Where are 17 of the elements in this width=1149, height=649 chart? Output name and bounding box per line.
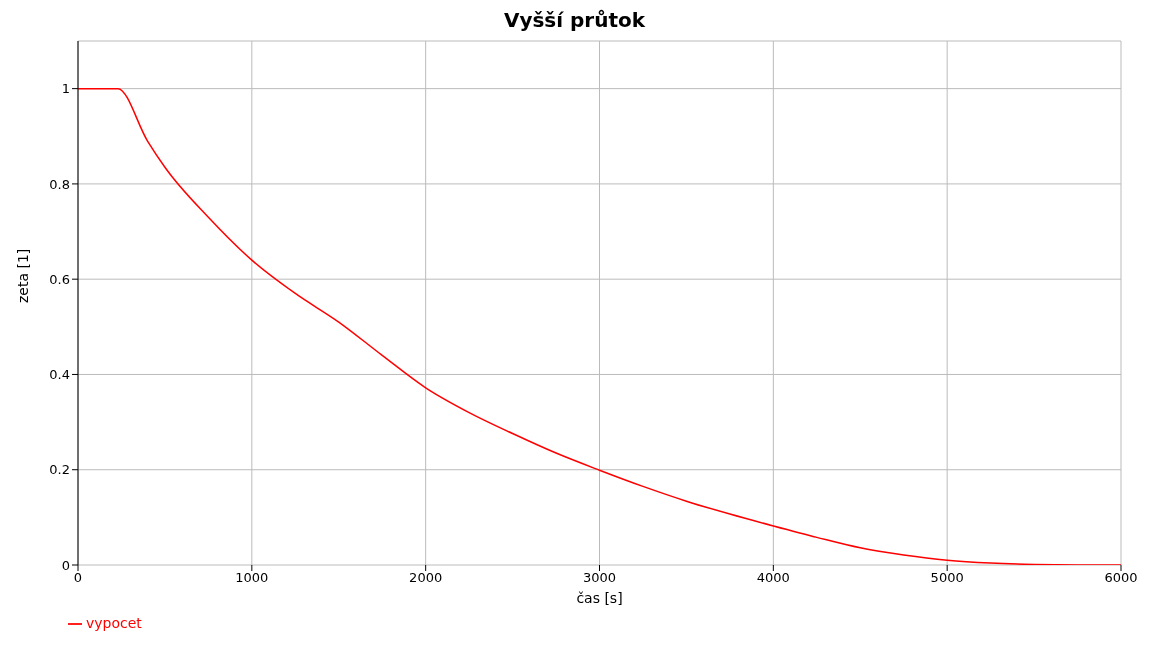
x-tick-label: 5000 <box>930 570 964 586</box>
y-tick-label: 1 <box>61 81 70 97</box>
x-tick-label: 3000 <box>582 570 617 586</box>
x-tick-label: 2000 <box>409 570 443 586</box>
x-tick-label: 6000 <box>1104 570 1138 586</box>
x-tick-label: 1000 <box>235 570 269 586</box>
y-tick-label: 0.2 <box>49 462 70 478</box>
y-tick-label: 0.4 <box>49 367 70 383</box>
y-tick-label: 0.8 <box>49 176 70 192</box>
x-axis-title: čas [s] <box>576 590 623 606</box>
legend-label: vypocet <box>86 615 142 631</box>
y-tick-label: 0 <box>61 557 70 573</box>
y-tick-label: 0.6 <box>49 271 70 287</box>
x-tick-label: 0 <box>73 570 83 586</box>
y-axis-title: zeta [1] <box>14 248 31 303</box>
x-tick-label: 4000 <box>756 570 790 586</box>
chart-title: Vyšší průtok <box>502 8 647 34</box>
